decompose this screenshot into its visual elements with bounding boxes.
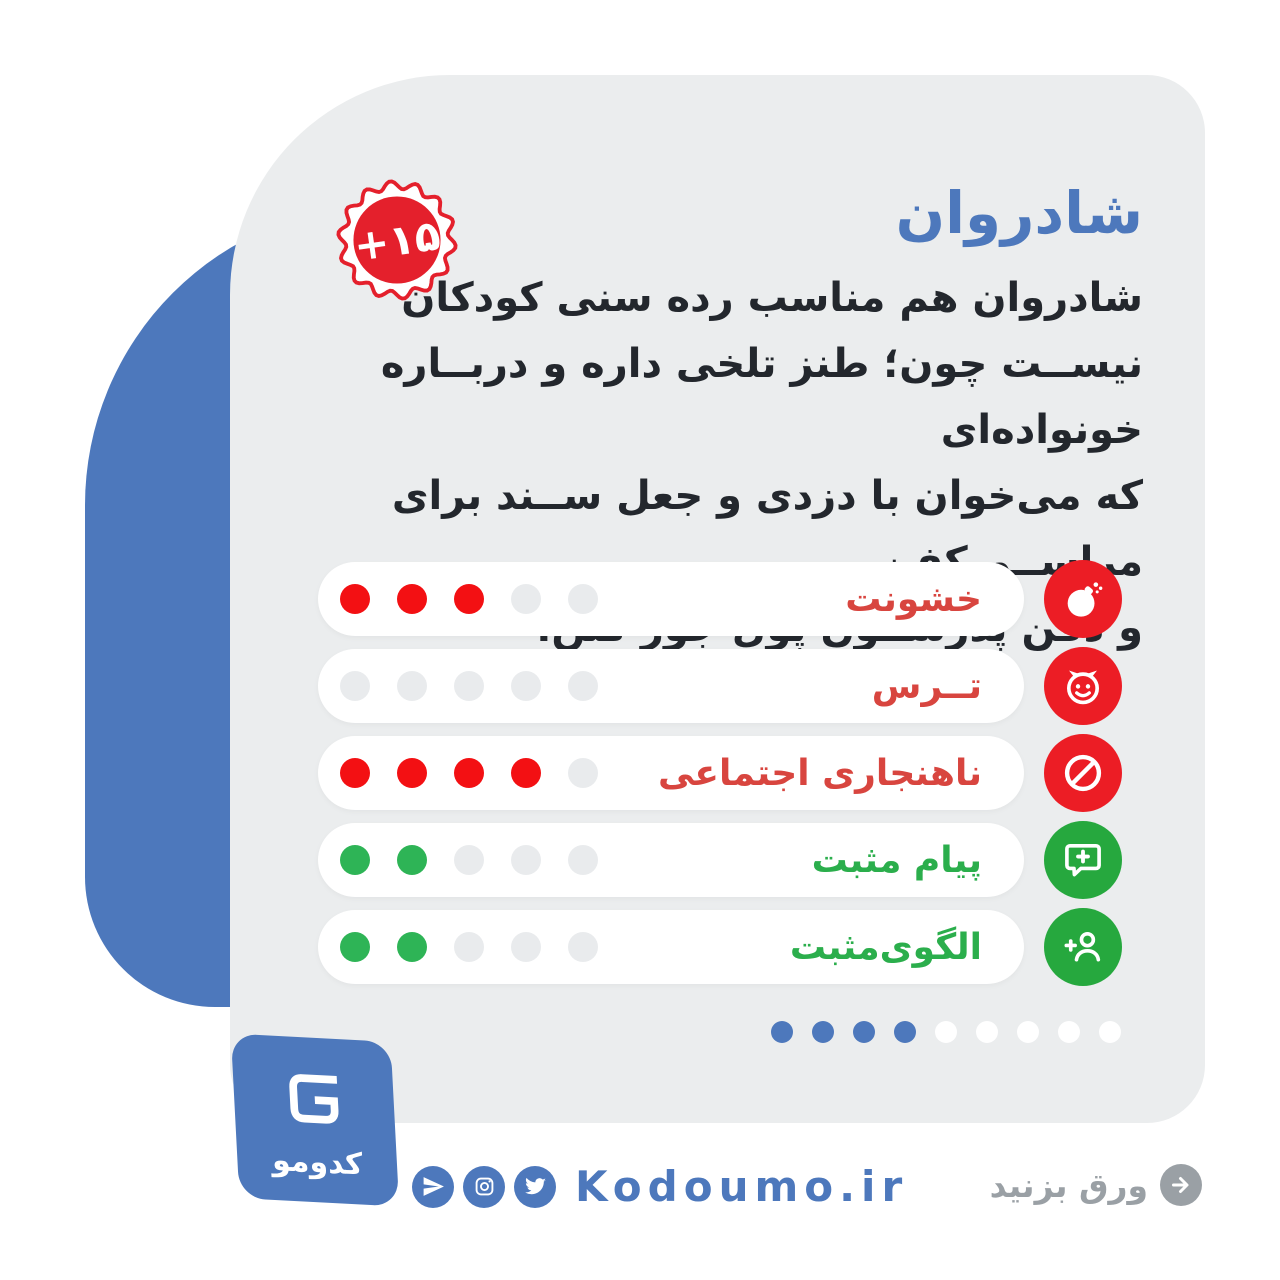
rating-label: الگوی‌مثبت <box>789 926 982 968</box>
rating-dots <box>340 845 598 875</box>
rating-dot-empty <box>568 758 598 788</box>
rating-dot-filled <box>340 584 370 614</box>
swipe-hint: ورق بزنید <box>990 1164 1202 1206</box>
page-dot-active[interactable] <box>771 1021 793 1043</box>
rating-dots <box>340 758 598 788</box>
rating-pill: خشونت <box>318 562 1024 636</box>
rating-dot-empty <box>511 671 541 701</box>
rating-dot-empty <box>340 671 370 701</box>
page-title: شادروان <box>895 179 1143 247</box>
social-bar: Kodoumo.ir <box>412 1162 908 1211</box>
rating-dot-filled <box>454 584 484 614</box>
page-dot[interactable] <box>976 1021 998 1043</box>
description-line: نیســت چون؛ طنز تلخی داره و دربــاره خون… <box>380 341 1143 453</box>
rating-dot-filled <box>340 845 370 875</box>
rating-dot-filled <box>397 758 427 788</box>
rating-label: ناهنجاری اجتماعی <box>657 752 982 794</box>
page-dot[interactable] <box>935 1021 957 1043</box>
swipe-label: ورق بزنید <box>989 1165 1148 1205</box>
kodoumo-logo: کدومو <box>230 1033 400 1207</box>
rating-pill: پیام مثبت <box>318 823 1024 897</box>
rating-row: خشونت <box>318 560 1122 638</box>
no-entry-icon <box>1044 734 1122 812</box>
main-card: شادروان +۱۵ شادروان هم مناسب رده سنی کود… <box>230 75 1205 1123</box>
instagram-icon[interactable] <box>463 1165 505 1208</box>
twitter-icon[interactable] <box>514 1165 556 1208</box>
rating-dot-empty <box>397 671 427 701</box>
rating-dot-filled <box>340 758 370 788</box>
rating-dots <box>340 584 598 614</box>
person-plus-icon <box>1044 908 1122 986</box>
page-dot[interactable] <box>1099 1021 1121 1043</box>
rating-dot-filled <box>511 758 541 788</box>
page-dot-active[interactable] <box>894 1021 916 1043</box>
rating-label: خشونت <box>845 578 982 620</box>
ratings-list: خشونت تــرس ناهنجاری اجتماعی پیام مثبت ا… <box>318 560 1122 997</box>
rating-dot-filled <box>397 932 427 962</box>
chat-plus-icon <box>1044 821 1122 899</box>
badge-stamp-icon <box>336 179 458 301</box>
logo-text: کدومو <box>270 1142 364 1183</box>
rating-dot-empty <box>568 845 598 875</box>
telegram-icon[interactable] <box>412 1165 454 1208</box>
rating-dot-filled <box>397 584 427 614</box>
rating-dot-empty <box>511 845 541 875</box>
page-dot[interactable] <box>1058 1021 1080 1043</box>
page-dot-active[interactable] <box>853 1021 875 1043</box>
rating-row: تــرس <box>318 647 1122 725</box>
rating-dot-empty <box>454 671 484 701</box>
pagination <box>771 1021 1121 1043</box>
page-dot-active[interactable] <box>812 1021 834 1043</box>
rating-label: تــرس <box>871 665 982 707</box>
rating-label: پیام مثبت <box>811 839 982 881</box>
rating-dots <box>340 932 598 962</box>
rating-dot-empty <box>454 932 484 962</box>
rating-dots <box>340 671 598 701</box>
rating-dot-empty <box>511 584 541 614</box>
rating-dot-filled <box>397 845 427 875</box>
rating-row: الگوی‌مثبت <box>318 908 1122 986</box>
rating-dot-filled <box>340 932 370 962</box>
rating-pill: الگوی‌مثبت <box>318 910 1024 984</box>
rating-pill: ناهنجاری اجتماعی <box>318 736 1024 810</box>
rating-dot-empty <box>454 845 484 875</box>
page-dot[interactable] <box>1017 1021 1039 1043</box>
rating-dot-empty <box>568 584 598 614</box>
kodoumo-logo-icon <box>274 1058 354 1138</box>
rating-pill: تــرس <box>318 649 1024 723</box>
bomb-icon <box>1044 560 1122 638</box>
arrow-right-icon <box>1169 1173 1193 1197</box>
rating-dot-empty <box>568 671 598 701</box>
description-line: شادروان هم مناسب رده سنی کودکان <box>401 275 1143 321</box>
social-icons <box>412 1165 556 1208</box>
site-url: Kodoumo.ir <box>575 1162 909 1211</box>
rating-dot-empty <box>511 932 541 962</box>
rating-row: پیام مثبت <box>318 821 1122 899</box>
rating-row: ناهنجاری اجتماعی <box>318 734 1122 812</box>
swipe-arrow-button[interactable] <box>1160 1164 1202 1206</box>
rating-dot-empty <box>568 932 598 962</box>
devil-icon <box>1044 647 1122 725</box>
rating-dot-filled <box>454 758 484 788</box>
age-rating-badge: +۱۵ <box>330 173 464 307</box>
